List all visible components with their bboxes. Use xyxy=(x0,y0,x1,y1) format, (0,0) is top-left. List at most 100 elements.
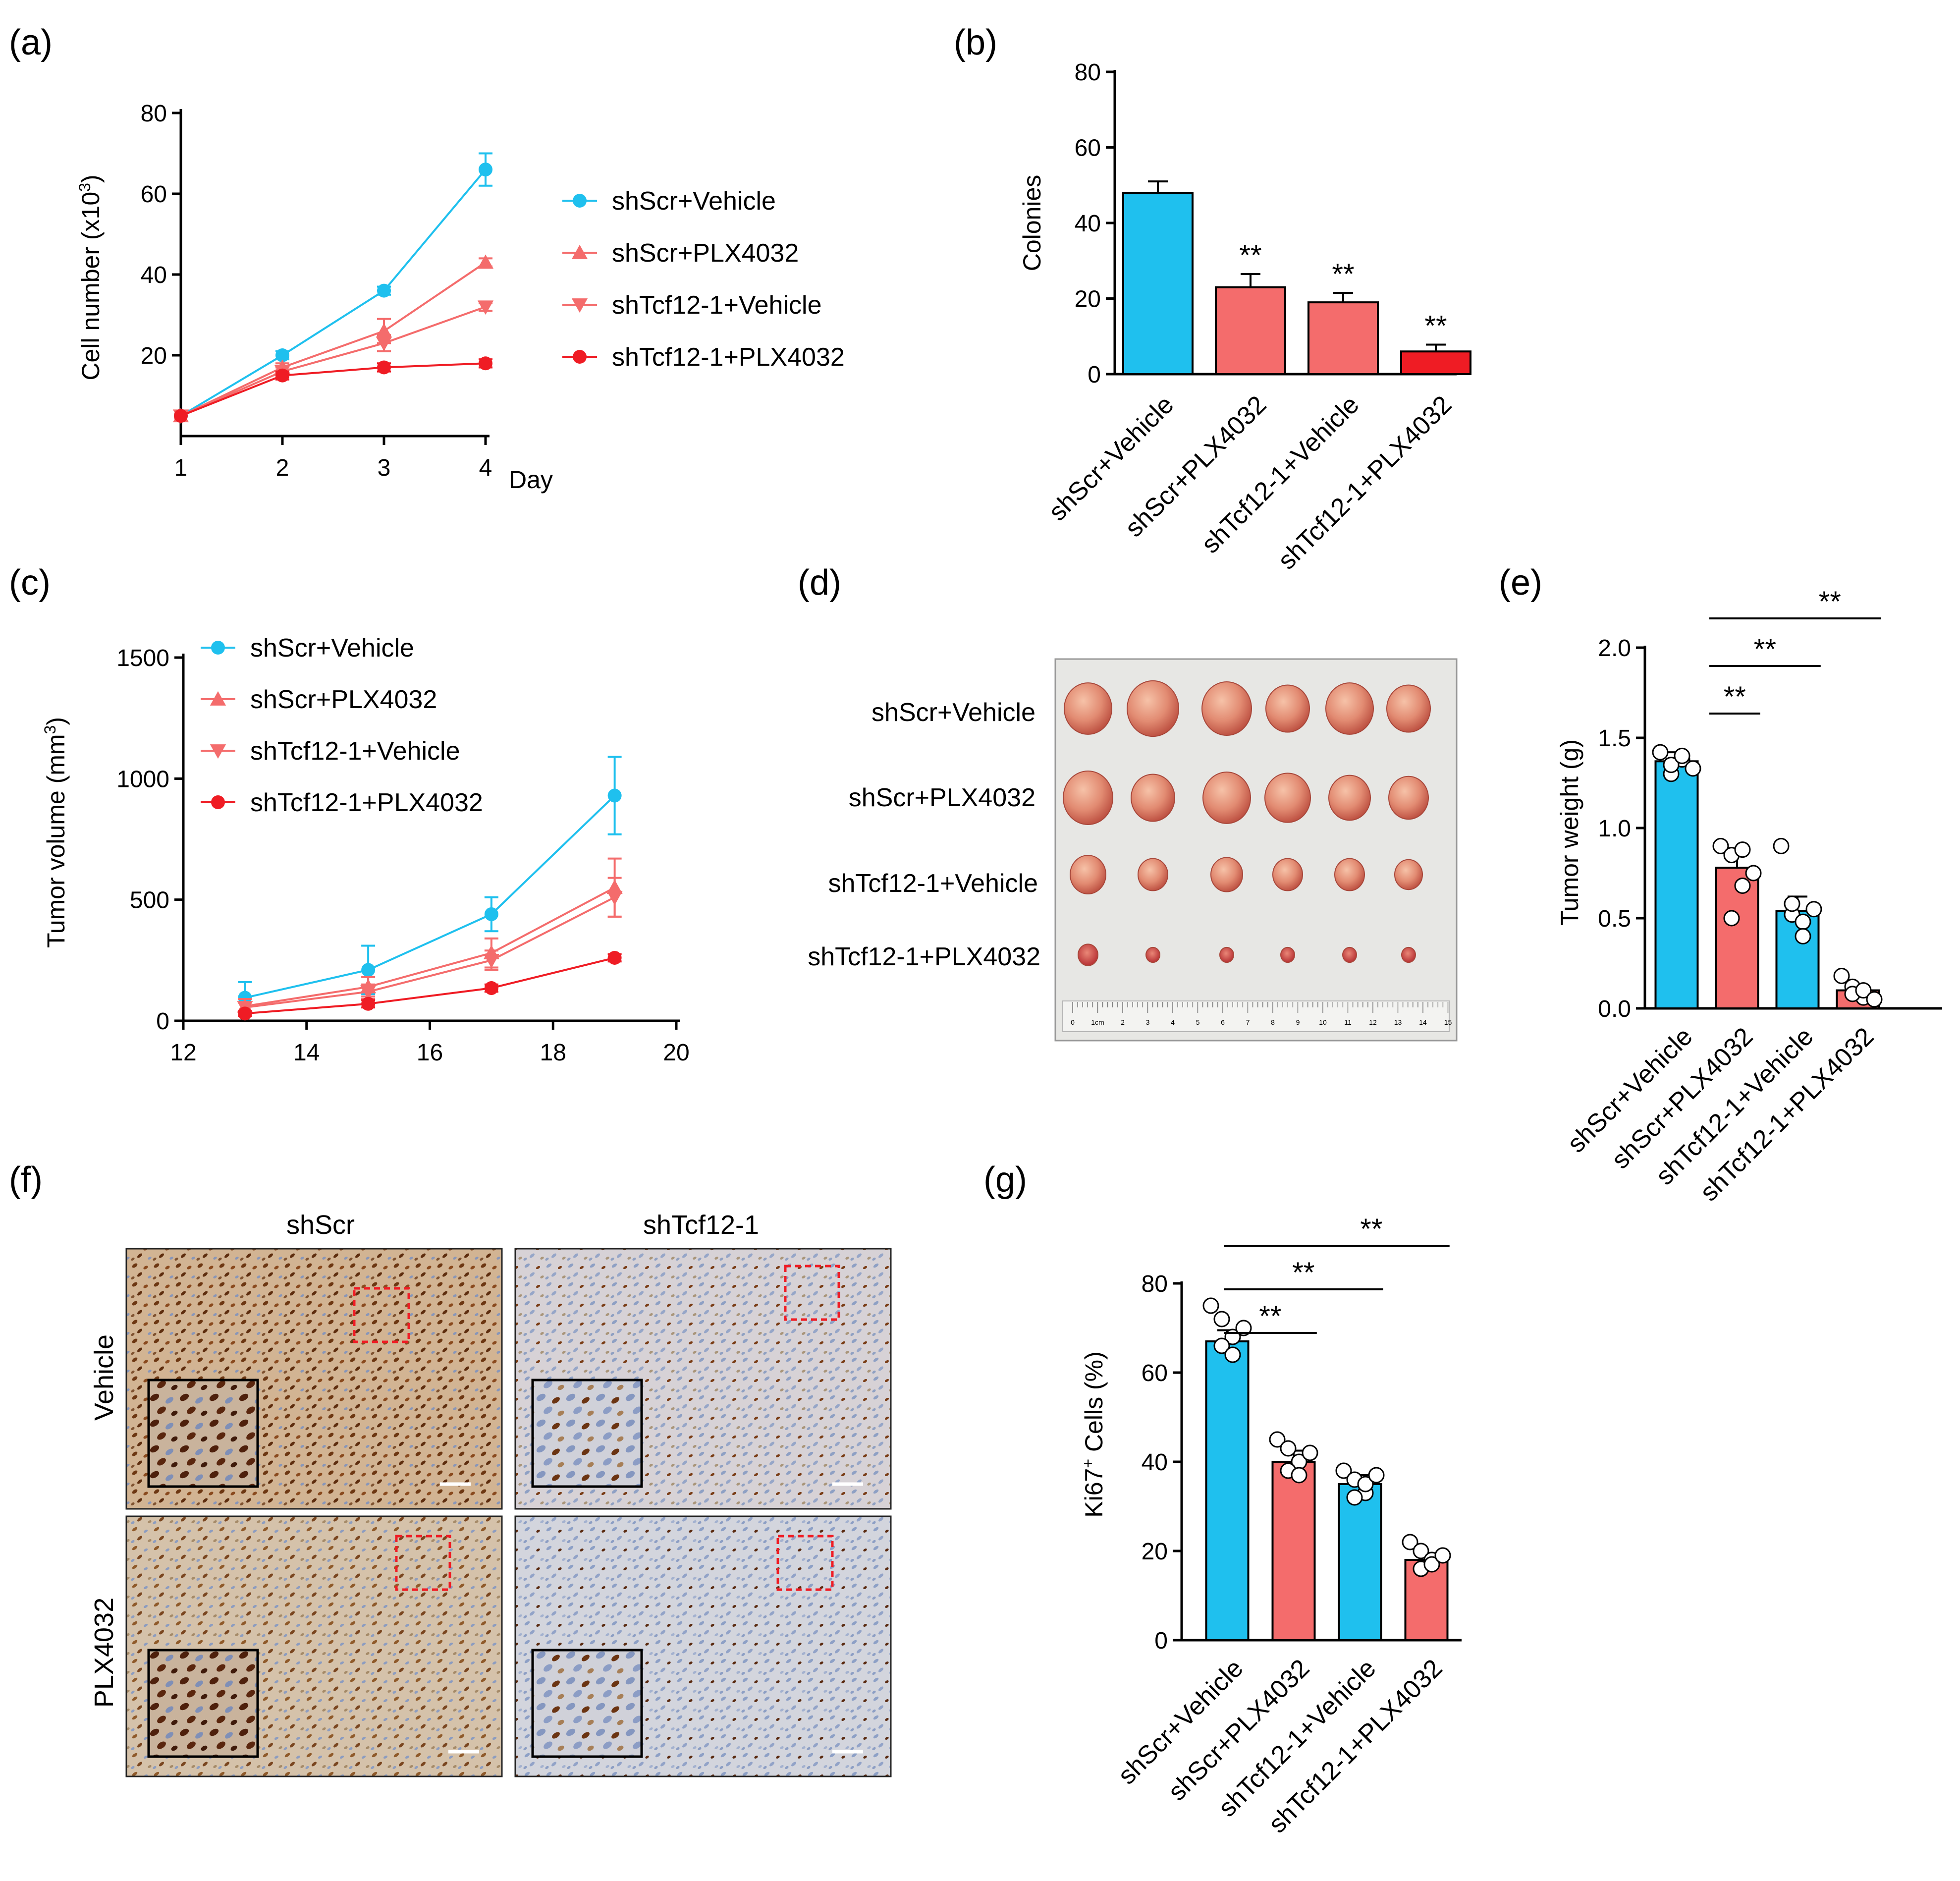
legend-label: shScr+Vehicle xyxy=(612,187,776,216)
legend-label: shTcf12-1+PLX4032 xyxy=(612,343,845,372)
panel-letter-c: (c) xyxy=(9,563,51,603)
x-tick-label: 2 xyxy=(276,455,289,481)
bar xyxy=(1205,1340,1250,1641)
ruler-label: 7 xyxy=(1246,1018,1250,1026)
dot xyxy=(1855,982,1872,999)
d-row-label-4: shTcf12-1+PLX4032 xyxy=(808,942,1040,971)
data-point xyxy=(174,409,188,423)
tumor-photo-background xyxy=(1054,658,1458,1042)
zoom-inset xyxy=(147,1649,259,1758)
ruler-marks xyxy=(1072,1002,1449,1013)
tumor xyxy=(1210,857,1243,892)
data-point xyxy=(361,996,376,1011)
y-tick-label: 40 xyxy=(141,262,167,288)
dot xyxy=(1674,747,1690,764)
tumor xyxy=(1394,859,1423,890)
tumor xyxy=(1063,771,1113,825)
significance-marker: ** xyxy=(1424,310,1447,342)
panel-f-ihc-grid: shScr shTcf12-1 Vehicle PLX4032 xyxy=(89,1210,892,1777)
dot xyxy=(1413,1543,1429,1559)
x-tick-label: 20 xyxy=(663,1040,689,1066)
tumor xyxy=(1328,775,1371,821)
dot xyxy=(1712,837,1729,854)
x-tick-label: 1 xyxy=(174,455,188,481)
y-tick-label: 20 xyxy=(141,343,167,369)
tumor xyxy=(1272,858,1303,891)
legend-label: shScr+PLX4032 xyxy=(612,239,799,268)
f-col-label-shscr: shScr xyxy=(286,1210,355,1240)
bar xyxy=(1654,760,1699,1009)
tumor-specimens xyxy=(1063,680,1431,966)
significance-label: ** xyxy=(1724,681,1746,713)
legend-marker xyxy=(571,298,588,313)
ruler-label: 3 xyxy=(1146,1018,1150,1026)
panel-a-cell-growth-chart: Cell number (x103) Day 20 40 60 80 1 2 3 4 shScr… xyxy=(76,101,845,494)
legend-label: shTcf12-1+PLX4032 xyxy=(250,788,483,817)
significance-label: ** xyxy=(1360,1213,1382,1245)
tumor xyxy=(1264,773,1311,823)
series-line xyxy=(244,795,616,999)
tumor xyxy=(1145,946,1160,963)
dot xyxy=(1335,1462,1352,1479)
panel-e-tumor-weight-chart: Tumor weight (g) 0.00.51.01.52.0shScr+Ve… xyxy=(1556,586,1942,1207)
dot xyxy=(1235,1320,1252,1336)
ruler-label: 6 xyxy=(1221,1018,1225,1026)
tumor xyxy=(1078,943,1098,966)
y-tick-label: 80 xyxy=(141,101,167,127)
y-tick-label: 0 xyxy=(1088,362,1101,388)
y-tick-label: 60 xyxy=(141,181,167,208)
panel-letter-d: (d) xyxy=(798,563,841,603)
data-point xyxy=(376,336,392,351)
significance-marker: ** xyxy=(1239,239,1261,272)
y-tick-label: 1000 xyxy=(116,766,169,792)
dot xyxy=(1402,1534,1418,1550)
dot xyxy=(1434,1547,1451,1564)
tumor xyxy=(1334,858,1365,891)
ruler-label: 5 xyxy=(1196,1018,1200,1026)
tumor xyxy=(1325,682,1374,735)
panel-c-tumor-volume-chart: Tumor volume (mm3) 0 500 1000 1500 12 14 16 18 2… xyxy=(41,634,690,1066)
ruler-label: 2 xyxy=(1121,1018,1125,1026)
panel-d-tumor-photo: 0 1cm 2 3 4 5 6 7 8 9 10 11 12 13 14 15 shScr+Vehicle s… xyxy=(808,658,1458,1042)
dot xyxy=(1833,967,1850,984)
bar xyxy=(1307,301,1379,375)
legend-label: shScr+PLX4032 xyxy=(250,685,437,714)
tumor xyxy=(1386,684,1431,733)
tumor xyxy=(1280,946,1295,963)
dot xyxy=(1224,1346,1241,1363)
tumor xyxy=(1127,680,1179,737)
dot xyxy=(1269,1431,1286,1448)
data-point xyxy=(479,163,492,177)
data-point xyxy=(606,890,623,905)
c-y-axis-label: Tumor volume (mm3) xyxy=(41,717,70,948)
category-label: shTcf12-1+PLX4032 xyxy=(1272,390,1457,575)
dot xyxy=(1652,744,1669,761)
x-tick-label: 16 xyxy=(417,1040,443,1066)
y-tick-label: 1.5 xyxy=(1598,725,1631,752)
y-tick-label: 0.5 xyxy=(1598,906,1631,932)
data-point xyxy=(377,283,391,298)
data-point xyxy=(377,360,391,375)
legend-marker xyxy=(573,194,587,208)
x-tick-label: 14 xyxy=(293,1040,320,1066)
dot xyxy=(1368,1467,1385,1484)
data-point xyxy=(275,348,289,362)
significance-label: ** xyxy=(1292,1257,1314,1289)
f-row-label-plx4032: PLX4032 xyxy=(89,1598,119,1708)
dot xyxy=(1202,1297,1219,1314)
tumor xyxy=(1202,772,1251,824)
d-row-label-2: shScr+PLX4032 xyxy=(849,783,1035,812)
zoom-inset xyxy=(531,1649,643,1758)
dot xyxy=(1663,757,1680,774)
y-tick-label: 40 xyxy=(1142,1449,1168,1476)
a-x-axis-label: Day xyxy=(509,466,553,494)
y-tick-label: 80 xyxy=(1142,1271,1168,1297)
panel-letter-a: (a) xyxy=(9,23,53,62)
legend-marker xyxy=(211,641,225,655)
series-line xyxy=(180,261,487,417)
dot xyxy=(1784,895,1800,912)
y-tick-label: 80 xyxy=(1075,59,1101,86)
dot xyxy=(1685,760,1701,777)
dot xyxy=(1773,837,1790,854)
